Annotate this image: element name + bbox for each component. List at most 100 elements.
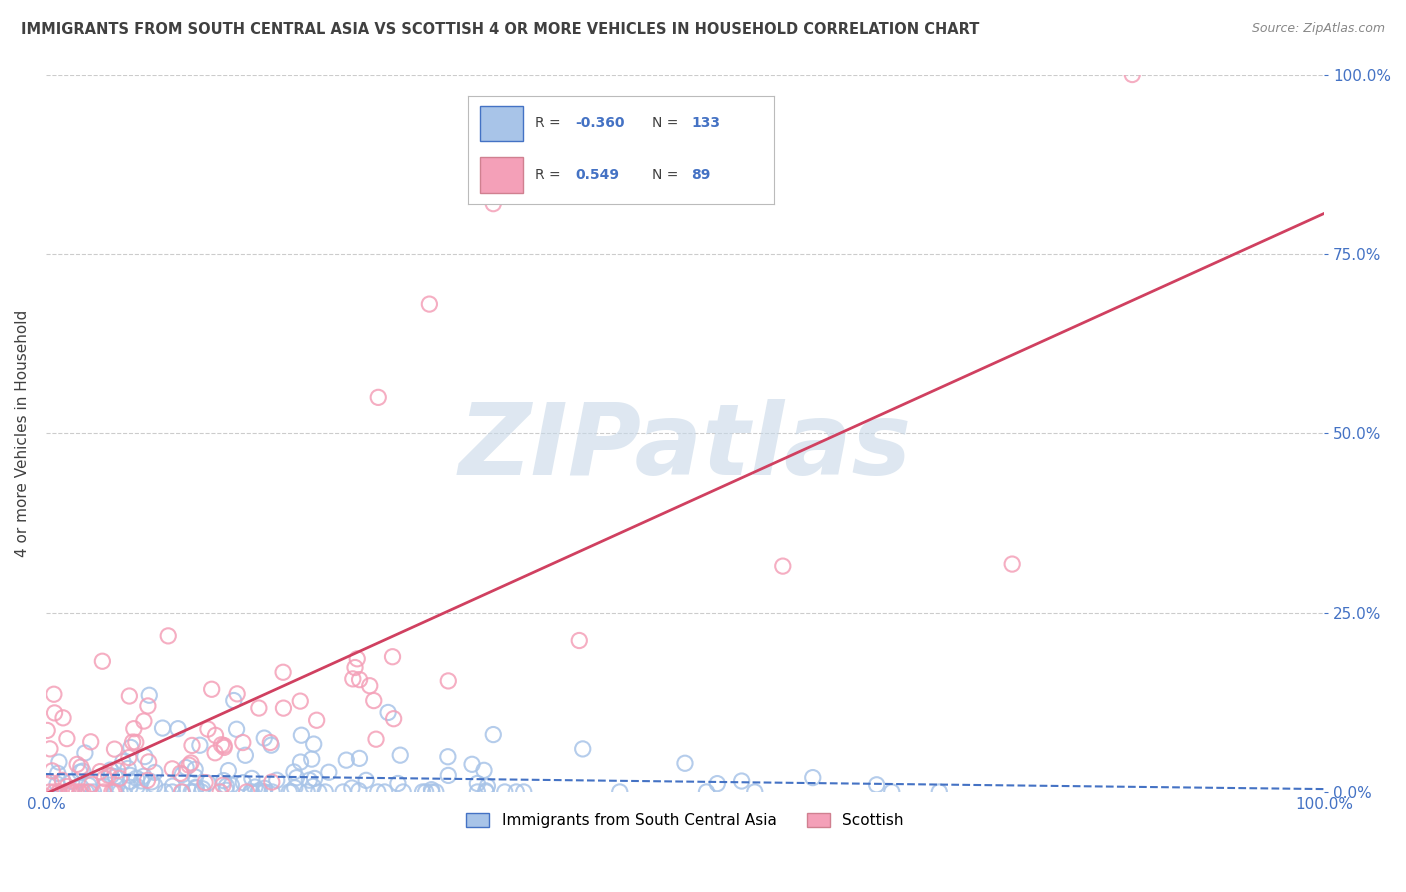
Point	[568, 633, 591, 648]
Point	[69, 785, 91, 799]
Point	[240, 772, 263, 786]
Point	[70, 760, 93, 774]
Point	[232, 775, 254, 789]
Point	[204, 728, 226, 742]
Point	[342, 672, 364, 686]
Point	[706, 776, 728, 790]
Point	[866, 778, 889, 792]
Point	[48, 785, 70, 799]
Point	[101, 785, 124, 799]
Point	[415, 785, 437, 799]
Point	[134, 749, 156, 764]
Point	[191, 781, 214, 796]
Point	[72, 764, 94, 779]
Point	[73, 746, 96, 760]
Point	[273, 701, 295, 715]
Point	[46, 777, 69, 791]
Point	[461, 757, 484, 772]
Point	[381, 649, 404, 664]
Point	[571, 742, 593, 756]
Point	[290, 694, 312, 708]
Point	[209, 785, 232, 799]
Point	[290, 755, 312, 769]
Point	[48, 755, 70, 769]
Text: IMMIGRANTS FROM SOUTH CENTRAL ASIA VS SCOTTISH 4 OR MORE VEHICLES IN HOUSEHOLD C: IMMIGRANTS FROM SOUTH CENTRAL ASIA VS SC…	[21, 22, 980, 37]
Point	[304, 772, 326, 786]
Point	[118, 689, 141, 703]
Point	[364, 732, 387, 747]
Point	[52, 774, 75, 789]
Point	[91, 654, 114, 668]
Point	[172, 767, 194, 781]
Point	[260, 775, 283, 789]
Point	[928, 785, 950, 799]
Point	[212, 778, 235, 792]
Point	[359, 679, 381, 693]
Point	[179, 758, 201, 772]
Point	[174, 761, 197, 775]
Point	[77, 778, 100, 792]
Point	[172, 785, 194, 799]
Point	[259, 735, 281, 749]
Point	[387, 776, 409, 790]
Point	[93, 772, 115, 786]
Point	[93, 785, 115, 799]
Point	[240, 785, 263, 799]
Point	[505, 785, 527, 799]
Point	[136, 773, 159, 788]
Point	[186, 780, 208, 795]
Point	[801, 771, 824, 785]
Point	[190, 785, 212, 799]
Point	[673, 756, 696, 771]
Point	[111, 755, 134, 769]
Point	[412, 785, 434, 799]
Point	[105, 779, 128, 793]
Point	[253, 781, 276, 796]
Point	[482, 728, 505, 742]
Y-axis label: 4 or more Vehicles in Household: 4 or more Vehicles in Household	[15, 310, 30, 557]
Point	[437, 749, 460, 764]
Point	[89, 764, 111, 779]
Point	[100, 769, 122, 783]
Point	[93, 780, 115, 794]
Point	[420, 782, 443, 797]
Point	[467, 776, 489, 790]
Point	[162, 762, 184, 776]
Point	[194, 775, 217, 789]
Point	[69, 765, 91, 780]
Point	[121, 735, 143, 749]
Point	[72, 785, 94, 799]
Point	[60, 785, 83, 799]
Point	[221, 778, 243, 792]
Point	[298, 773, 321, 788]
Point	[104, 770, 127, 784]
Point	[235, 748, 257, 763]
Point	[301, 752, 323, 766]
Point	[108, 772, 131, 786]
Point	[420, 785, 443, 799]
Point	[880, 785, 903, 799]
Point	[56, 780, 79, 794]
Point	[169, 766, 191, 780]
Point	[354, 773, 377, 788]
Point	[52, 711, 75, 725]
Point	[51, 773, 73, 788]
Point	[243, 780, 266, 794]
Point	[136, 698, 159, 713]
Point	[389, 748, 412, 763]
Point	[42, 687, 65, 701]
Point	[377, 706, 399, 720]
Point	[83, 785, 105, 799]
Point	[41, 764, 63, 778]
Point	[212, 740, 235, 755]
Point	[107, 764, 129, 778]
Point	[477, 779, 499, 793]
Point	[340, 780, 363, 795]
Point	[262, 785, 284, 799]
Point	[211, 738, 233, 752]
Point	[125, 771, 148, 785]
Point	[253, 731, 276, 745]
Point	[141, 775, 163, 789]
Point	[302, 737, 325, 751]
Point	[284, 780, 307, 795]
